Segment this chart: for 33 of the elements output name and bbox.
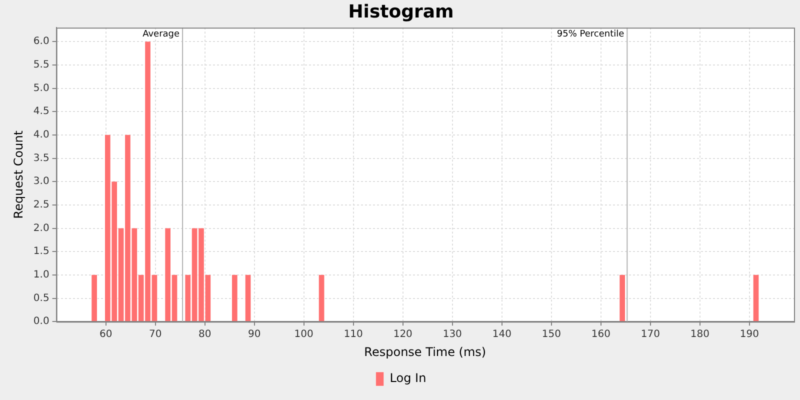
x-tick-label: 170 [640,329,660,340]
x-tick-label: 90 [248,329,261,340]
x-tick-label: 190 [740,329,759,340]
x-tick-label: 160 [591,329,610,340]
y-tick-label: 4.0 [33,130,50,141]
ref-line-label: 95% Percentile [556,29,625,40]
y-tick-label: 1.5 [33,246,50,258]
x-tick-label: 180 [690,329,710,340]
y-tick-label: 5.0 [33,82,50,94]
y-tick-label: 2.5 [33,200,50,211]
x-tick-label: 120 [393,329,412,340]
x-tick-label: 100 [294,329,314,340]
y-tick-label: 2.0 [33,222,50,234]
x-tick-label: 60 [99,329,112,340]
x-tick-label: 80 [198,329,212,340]
legend-label: Log In [390,371,426,386]
x-tick-label: 70 [148,329,162,340]
y-tick-label: 0.5 [33,292,50,304]
y-axis-title: Request Count [11,130,26,219]
y-tick-label: 3.0 [33,176,50,188]
y-tick-label: 1.0 [33,270,50,281]
x-tick-label: 150 [542,329,561,340]
x-tick-label: 140 [492,329,512,340]
x-tick-label: 110 [344,329,363,340]
y-tick-label: 6.0 [33,36,50,48]
y-tick-label: 0.0 [33,316,50,328]
x-tick-label: 130 [442,329,462,340]
x-axis-title: Response Time (ms) [364,344,486,359]
y-tick-label: 4.5 [33,106,50,118]
y-tick-label: 5.5 [33,60,50,71]
ref-line-label: Average [142,29,180,40]
chart-title: Histogram [348,1,454,22]
y-tick-label: 3.5 [33,152,50,164]
